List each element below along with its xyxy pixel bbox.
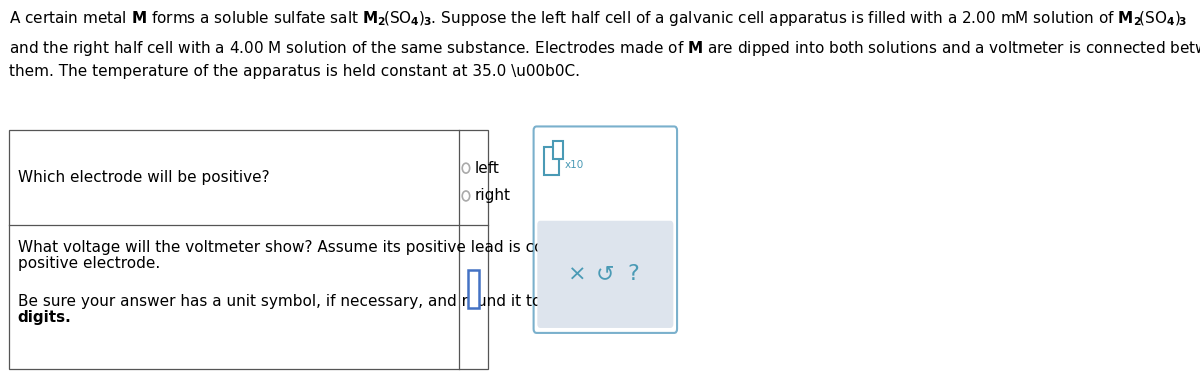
Text: positive electrode.: positive electrode. (18, 256, 160, 272)
Text: them. The temperature of the apparatus is held constant at 35.0 \u00b0C.: them. The temperature of the apparatus i… (8, 64, 580, 79)
FancyBboxPatch shape (538, 221, 673, 328)
Text: ×: × (568, 264, 587, 284)
Text: Which electrode will be positive?: Which electrode will be positive? (18, 170, 269, 185)
Text: ?: ? (628, 264, 640, 284)
FancyBboxPatch shape (544, 147, 559, 175)
Text: right: right (475, 188, 511, 203)
Text: A certain metal $\bf{M}$ forms a soluble sulfate salt $\bf{M}_2\!\left(\mathrm{S: A certain metal $\bf{M}$ forms a soluble… (8, 9, 1187, 28)
FancyBboxPatch shape (553, 141, 563, 159)
FancyBboxPatch shape (468, 270, 479, 308)
Text: left: left (475, 160, 499, 176)
Text: ↺: ↺ (596, 264, 614, 284)
Text: Be sure your answer has a unit symbol, if necessary, and round it to 2 significa: Be sure your answer has a unit symbol, i… (18, 294, 640, 309)
Text: and the right half cell with a 4.00 M solution of the same substance. Electrodes: and the right half cell with a 4.00 M so… (8, 39, 1200, 58)
Text: digits.: digits. (18, 310, 72, 326)
FancyBboxPatch shape (534, 126, 677, 333)
Text: What voltage will the voltmeter show? Assume its positive lead is connected to t: What voltage will the voltmeter show? As… (18, 240, 656, 255)
Text: x10: x10 (565, 160, 584, 170)
